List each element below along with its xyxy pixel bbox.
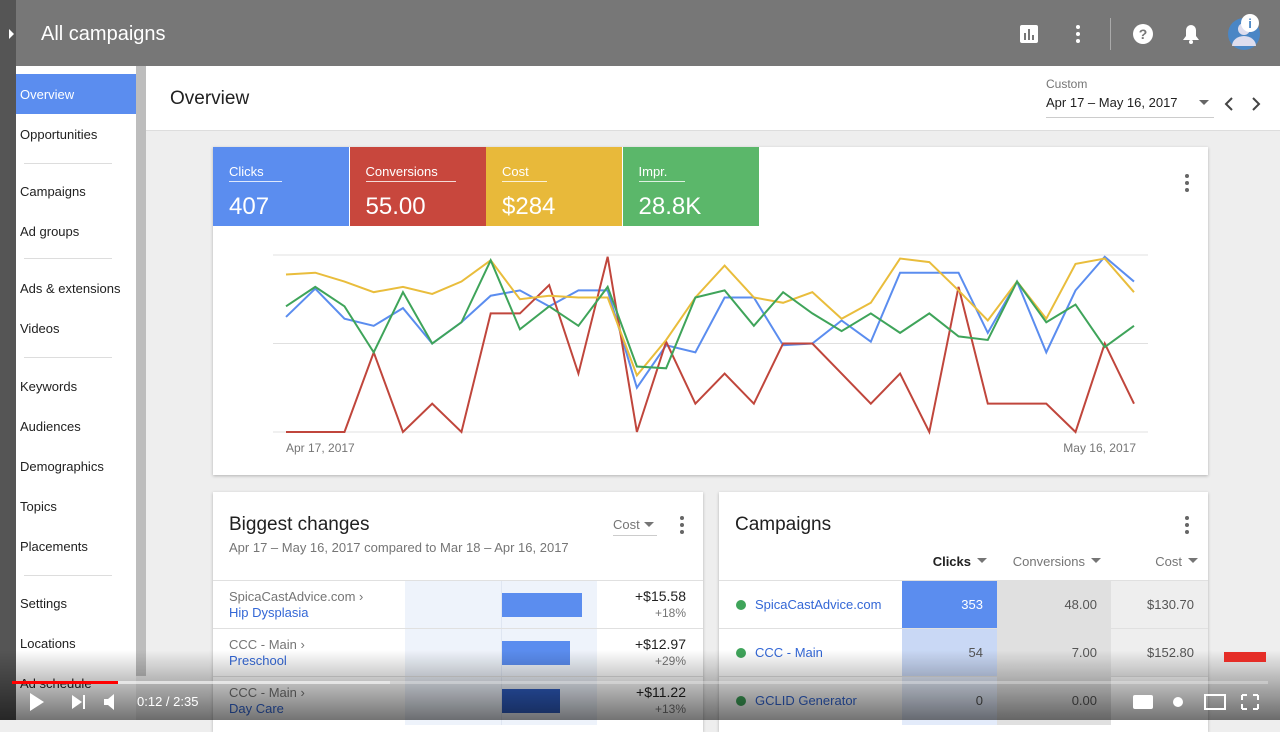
cell: 48.00 <box>997 581 1111 629</box>
sidebar-active <box>16 74 136 114</box>
separator <box>24 163 112 164</box>
scorecard[interactable]: Conversions 55.00 <box>349 147 486 226</box>
card-title: Campaigns <box>735 514 832 535</box>
sort-arrow <box>1188 558 1198 563</box>
left-strip <box>0 0 16 720</box>
player-time: 0:12 / 2:35 <box>137 694 199 709</box>
account-name: CCC - Main › <box>229 637 305 652</box>
column-header[interactable]: Cost <box>1155 554 1182 569</box>
bar-divider <box>501 581 502 629</box>
scorecard[interactable]: Cost $284 <box>486 147 622 226</box>
date-range[interactable]: Apr 17 – May 16, 2017 <box>1046 95 1214 118</box>
sort-arrow <box>977 558 987 563</box>
x-tick-label: Apr 17, 2017 <box>286 441 355 455</box>
status-dot <box>736 600 746 610</box>
sidebar-item[interactable]: Keywords <box>20 379 78 394</box>
subscribe-badge[interactable] <box>1224 652 1266 662</box>
cell-value: $130.70 <box>1147 597 1194 612</box>
sidebar-item[interactable]: Videos <box>20 321 60 336</box>
sort-arrow <box>1091 558 1101 563</box>
cell: $130.70 <box>1111 581 1208 629</box>
separator <box>24 357 112 358</box>
cell-value: 48.00 <box>1064 597 1097 612</box>
expand-icon[interactable] <box>8 28 16 40</box>
cell-value: 353 <box>961 597 983 612</box>
scorecard-value: 55.00 <box>365 193 426 220</box>
progress-track[interactable] <box>12 681 1268 684</box>
player-settings[interactable] <box>1130 690 1270 714</box>
series-line <box>286 256 1135 436</box>
player-controls[interactable] <box>20 690 130 714</box>
line-chart: Apr 17, 2017 May 16, 2017 <box>273 254 1148 455</box>
card-title: Biggest changes <box>229 514 370 535</box>
toolbar-icons[interactable]: ? i <box>1010 14 1270 54</box>
sidebar-item[interactable]: Campaigns <box>20 184 86 199</box>
campaign-link[interactable]: Hip Dysplasia <box>229 605 309 620</box>
cell: 353 <box>902 581 997 629</box>
date-nav[interactable] <box>1196 94 1268 114</box>
series-line <box>285 257 1135 370</box>
metric-select[interactable]: Cost <box>613 517 657 536</box>
player-overlay <box>0 650 1280 720</box>
sidebar <box>16 66 136 720</box>
sidebar-item[interactable]: Settings <box>20 596 67 611</box>
dropdown-arrow <box>644 522 654 527</box>
change-row: SpicaCastAdvice.com › Hip Dysplasia +$15.5… <box>213 580 703 629</box>
sidebar-item[interactable]: Locations <box>20 636 76 651</box>
sidebar-item[interactable]: Opportunities <box>20 127 98 142</box>
scorecard-label: Conversions <box>365 164 456 182</box>
campaign-name[interactable]: SpicaCastAdvice.com <box>755 597 882 612</box>
column-header[interactable]: Conversions <box>1012 554 1085 569</box>
progress-buffer <box>12 681 390 684</box>
svg-text:i: i <box>1248 16 1252 31</box>
svg-text:?: ? <box>1139 26 1148 42</box>
sidebar-item[interactable]: Ad groups <box>20 224 80 239</box>
page-title: All campaigns <box>41 23 166 45</box>
separator <box>24 258 112 259</box>
overview-title: Overview <box>170 88 250 109</box>
x-tick-label: May 16, 2017 <box>1063 441 1136 455</box>
more-icon[interactable] <box>1180 514 1194 536</box>
series-line <box>285 255 1135 391</box>
overview-header <box>146 66 1280 131</box>
scorecard-label: Clicks <box>229 164 282 182</box>
scrollbar[interactable] <box>136 66 146 676</box>
sidebar-item[interactable]: Placements <box>20 539 88 554</box>
series-line <box>285 257 1135 378</box>
scorecard-value: $284 <box>502 193 556 220</box>
change-value: +$12.97 <box>635 636 686 652</box>
scorecard-value: 407 <box>229 193 270 220</box>
change-percent: +18% <box>654 606 686 620</box>
scorecard-label: Cost <box>502 164 547 182</box>
date-range-label: Custom <box>1046 77 1088 91</box>
more-icon[interactable] <box>675 514 689 536</box>
scorecard[interactable]: Clicks 407 <box>213 147 349 226</box>
scorecard[interactable]: Impr. 28.8K <box>622 147 759 226</box>
card-subtitle: Apr 17 – May 16, 2017 compared to Mar 18… <box>229 540 569 555</box>
top-bar <box>0 0 1280 66</box>
scorecard-label: Impr. <box>638 164 686 182</box>
sidebar-item[interactable]: Overview <box>20 87 75 102</box>
separator <box>24 575 112 576</box>
progress-played <box>12 681 118 684</box>
sidebar-item[interactable]: Demographics <box>20 459 104 474</box>
more-icon[interactable] <box>1180 172 1194 194</box>
change-value: +$15.58 <box>635 588 686 604</box>
campaign-row: SpicaCastAdvice.com 353 48.00 $130.70 <box>719 580 1208 629</box>
sidebar-item[interactable]: Audiences <box>20 419 81 434</box>
sidebar-item[interactable]: Topics <box>20 499 57 514</box>
account-name: SpicaCastAdvice.com › <box>229 589 364 604</box>
scorecard-value: 28.8K <box>638 193 702 220</box>
column-header[interactable]: Clicks <box>932 554 971 569</box>
sidebar-item[interactable]: Ads & extensions <box>20 281 121 296</box>
change-bar <box>502 593 582 617</box>
